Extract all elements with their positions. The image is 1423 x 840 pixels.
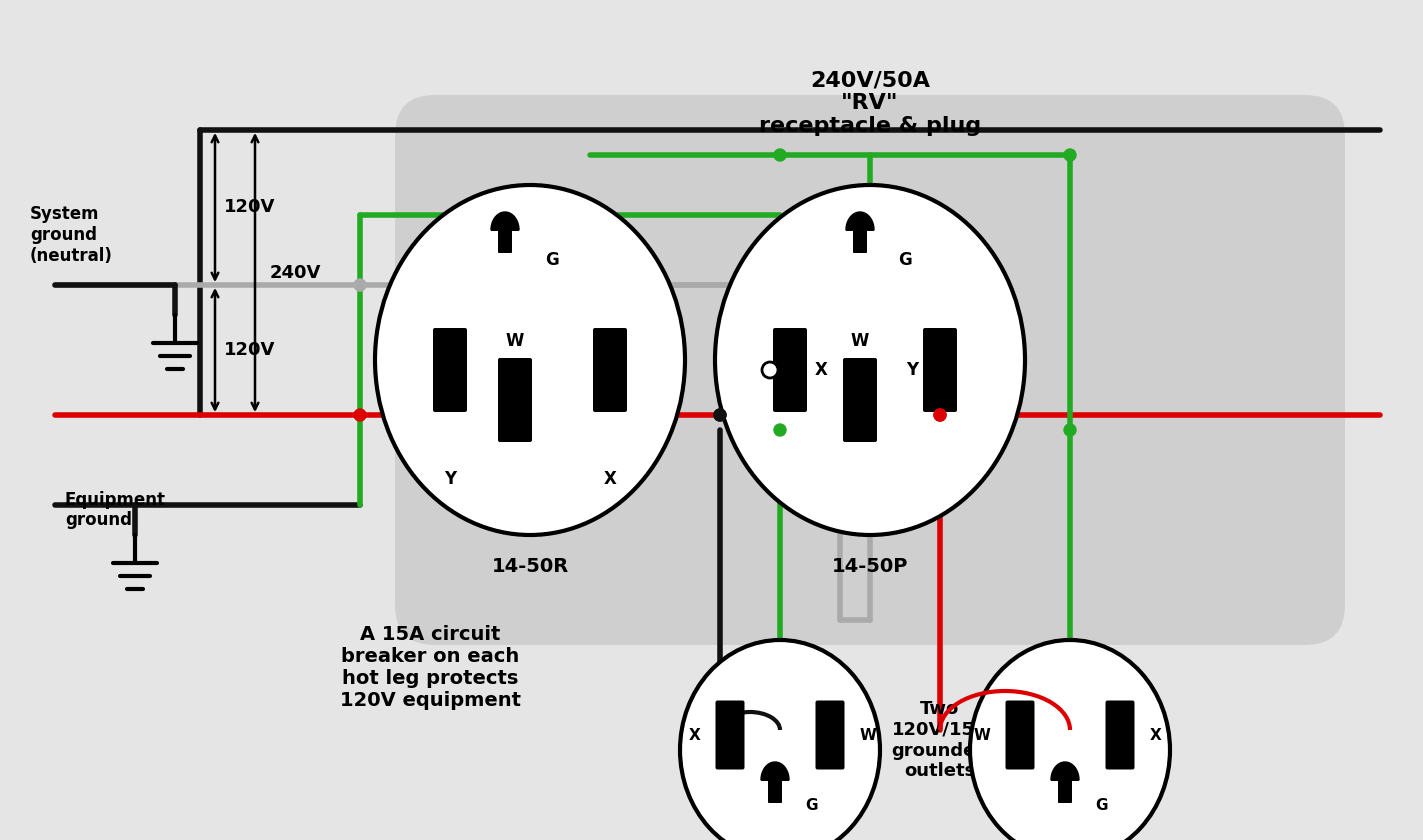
- Circle shape: [714, 409, 726, 421]
- FancyBboxPatch shape: [498, 358, 532, 442]
- Text: 240V/50A
"RV"
receptacle & plug: 240V/50A "RV" receptacle & plug: [758, 70, 980, 136]
- Text: G: G: [805, 797, 817, 812]
- Polygon shape: [1052, 762, 1079, 780]
- Circle shape: [1064, 149, 1076, 161]
- Text: Y: Y: [444, 470, 455, 488]
- Text: 120V: 120V: [225, 341, 276, 359]
- FancyBboxPatch shape: [852, 229, 867, 253]
- Circle shape: [761, 362, 778, 378]
- Circle shape: [714, 409, 726, 421]
- Circle shape: [774, 424, 785, 436]
- Polygon shape: [761, 762, 788, 780]
- Circle shape: [354, 409, 366, 421]
- Text: A 15A circuit
breaker on each
hot leg protects
120V equipment: A 15A circuit breaker on each hot leg pr…: [340, 625, 521, 710]
- FancyBboxPatch shape: [1057, 779, 1072, 803]
- Text: G: G: [545, 251, 559, 269]
- Ellipse shape: [680, 640, 879, 840]
- Text: W: W: [851, 332, 869, 350]
- Text: 240V: 240V: [269, 264, 320, 281]
- Text: W: W: [973, 727, 990, 743]
- FancyBboxPatch shape: [924, 328, 958, 412]
- Polygon shape: [491, 212, 519, 230]
- FancyBboxPatch shape: [773, 328, 807, 412]
- Text: G: G: [898, 251, 912, 269]
- Ellipse shape: [376, 185, 684, 535]
- FancyBboxPatch shape: [842, 358, 877, 442]
- FancyBboxPatch shape: [498, 229, 512, 253]
- FancyBboxPatch shape: [1106, 701, 1134, 769]
- FancyBboxPatch shape: [716, 701, 744, 769]
- Text: 14-50P: 14-50P: [832, 557, 908, 576]
- FancyBboxPatch shape: [433, 328, 467, 412]
- Text: 120V: 120V: [225, 198, 276, 217]
- Circle shape: [933, 409, 946, 421]
- Text: System
ground
(neutral): System ground (neutral): [30, 205, 112, 265]
- FancyBboxPatch shape: [1006, 701, 1035, 769]
- FancyBboxPatch shape: [593, 328, 628, 412]
- Text: X: X: [689, 727, 700, 743]
- Ellipse shape: [970, 640, 1170, 840]
- FancyBboxPatch shape: [396, 95, 1345, 645]
- Text: X: X: [815, 361, 828, 379]
- Circle shape: [774, 149, 785, 161]
- Circle shape: [1064, 424, 1076, 436]
- Ellipse shape: [714, 185, 1025, 535]
- Text: Y: Y: [906, 361, 918, 379]
- Polygon shape: [847, 212, 874, 230]
- Text: G: G: [1096, 797, 1107, 812]
- Text: X: X: [603, 470, 616, 488]
- Text: X: X: [1150, 727, 1161, 743]
- Text: Two
120V/15A
grounded
outlets: Two 120V/15A grounded outlets: [891, 700, 989, 780]
- Text: 14-50R: 14-50R: [491, 557, 569, 576]
- FancyBboxPatch shape: [768, 779, 783, 803]
- Circle shape: [354, 279, 366, 291]
- Circle shape: [933, 409, 946, 421]
- Text: W: W: [505, 332, 524, 350]
- Text: W: W: [859, 727, 877, 743]
- FancyBboxPatch shape: [815, 701, 844, 769]
- Text: Equipment
ground: Equipment ground: [65, 491, 166, 529]
